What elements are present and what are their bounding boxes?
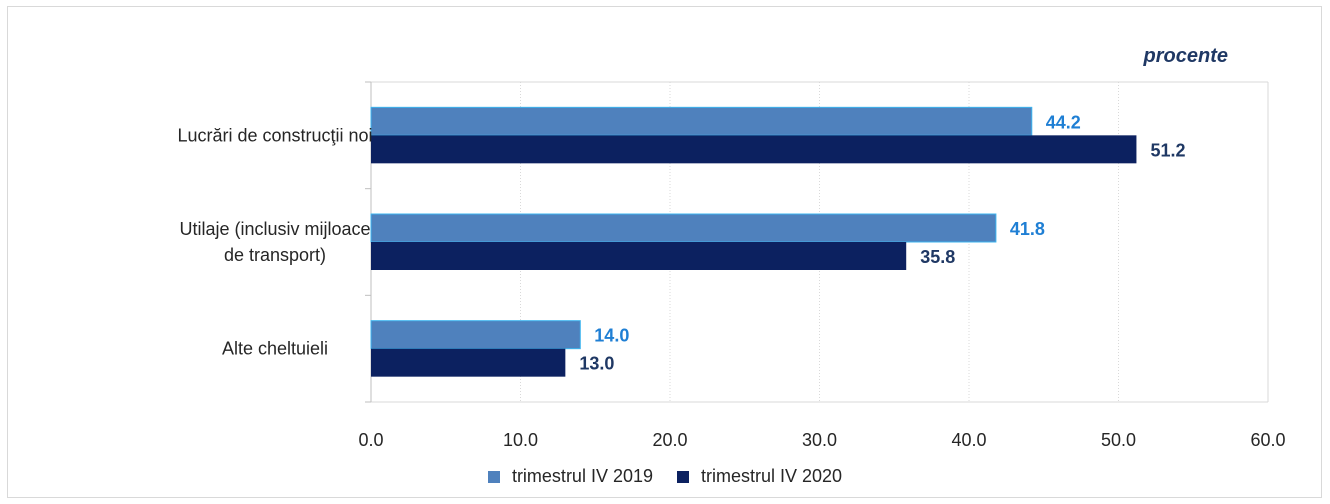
x-tick-label: 50.0 [1101, 430, 1136, 450]
legend-swatch-2019 [487, 470, 500, 483]
data-label: 35.8 [920, 247, 955, 267]
bar-2020 [371, 135, 1137, 164]
legend: trimestrul IV 2019 trimestrul IV 2020 [0, 466, 1330, 487]
x-tick-label: 0.0 [358, 430, 383, 450]
category-label: Alte cheltuieli [222, 339, 328, 359]
data-label: 13.0 [579, 354, 614, 374]
data-label: 14.0 [594, 326, 629, 346]
x-tick-label: 60.0 [1250, 430, 1285, 450]
category-label: Lucrări de construcţii noi [177, 125, 372, 145]
data-label: 44.2 [1046, 112, 1081, 132]
bar-2019 [370, 320, 581, 350]
legend-swatch-2020 [677, 470, 689, 483]
data-label: 41.8 [1010, 219, 1045, 239]
legend-label-2019: trimestrul IV 2019 [511, 466, 653, 486]
x-tick-label: 30.0 [802, 430, 837, 450]
x-tick-label: 40.0 [951, 430, 986, 450]
bar-2019 [370, 213, 997, 243]
x-tick-label: 20.0 [652, 430, 687, 450]
data-labels: 44.2 51.2 41.8 35.8 14.0 13.0 [579, 112, 1185, 373]
data-label: 51.2 [1150, 140, 1185, 160]
legend-item-2019: trimestrul IV 2019 [487, 466, 653, 487]
bar-2020 [371, 242, 907, 270]
category-label: Utilaje (inclusiv mijloace [179, 219, 370, 239]
category-labels: Lucrări de construcţii noi Utilaje (inclu… [177, 125, 372, 358]
category-label: de transport) [224, 245, 326, 265]
legend-label-2020: trimestrul IV 2020 [701, 466, 843, 486]
tick-labels: 0.0 10.0 20.0 30.0 40.0 50.0 60.0 [358, 430, 1285, 450]
bar-2020 [371, 348, 566, 377]
unit-label: procente [1143, 45, 1228, 67]
x-tick-label: 10.0 [503, 430, 538, 450]
legend-item-2020: trimestrul IV 2020 [677, 466, 842, 487]
bars [370, 106, 1137, 377]
bar-2019 [370, 106, 1033, 136]
